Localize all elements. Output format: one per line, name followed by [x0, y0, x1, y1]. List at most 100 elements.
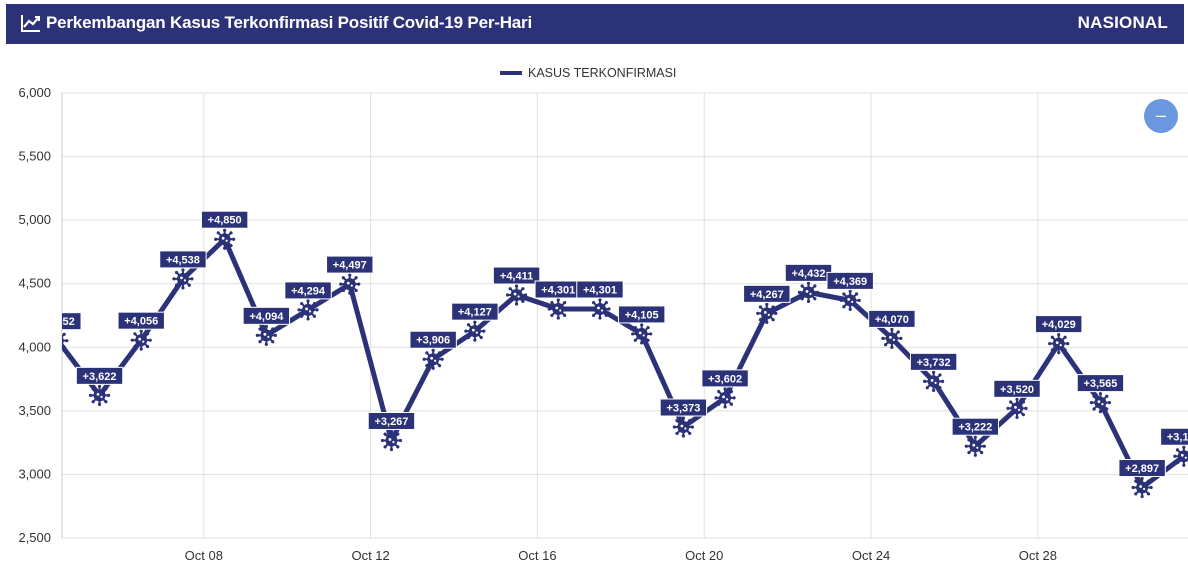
data-label-text: +3,267 — [374, 416, 408, 428]
data-label-text: +4,301 — [541, 285, 575, 297]
data-label: +4,497 — [326, 255, 374, 274]
data-label: +4,105 — [617, 305, 666, 324]
data-label: +3,622 — [75, 366, 124, 385]
data-label-text: +4,432 — [792, 268, 826, 280]
y-axis: 2,500 3,000 3,500 4,000 4,500 5,000 5,500 6,000 — [18, 85, 51, 545]
legend[interactable]: KASUS TERKONFIRMASI — [500, 66, 676, 80]
data-point[interactable] — [297, 299, 319, 321]
zoom-out-button[interactable]: – — [1144, 99, 1178, 133]
data-label-text: +4,070 — [875, 314, 909, 326]
data-label-text: +3,906 — [416, 335, 450, 347]
data-label-text: +3,373 — [666, 403, 700, 415]
x-tick-label: Oct 28 — [1019, 548, 1057, 563]
data-point[interactable] — [1089, 391, 1112, 414]
data-label-text: +2,897 — [1125, 463, 1159, 475]
data-label-text: +4,301 — [583, 285, 617, 297]
data-label: +4,052 — [41, 312, 82, 331]
data-label-text: +4,105 — [625, 309, 659, 321]
data-point[interactable] — [47, 330, 69, 351]
series-line — [62, 236, 1186, 491]
y-tick-label: 2,500 — [18, 530, 51, 545]
data-label: +4,070 — [868, 309, 916, 328]
data-point[interactable] — [1048, 332, 1070, 355]
data-label-text: +3,565 — [1083, 378, 1117, 390]
data-label: +3,565 — [1076, 374, 1125, 393]
y-tick-label: 3,500 — [18, 403, 51, 418]
data-point[interactable] — [130, 329, 152, 351]
data-point[interactable] — [214, 228, 236, 250]
data-label-text: +4,029 — [1042, 319, 1076, 331]
data-point[interactable] — [672, 416, 694, 438]
data-point[interactable] — [547, 298, 569, 320]
chart-title: Perkembangan Kasus Terkonfirmasi Positif… — [46, 13, 532, 32]
data-label: +3,143 — [1160, 427, 1188, 446]
data-point[interactable] — [964, 435, 986, 457]
data-point[interactable] — [923, 370, 945, 392]
y-tick-label: 4,000 — [18, 339, 51, 354]
data-label-text: +4,052 — [41, 316, 75, 328]
data-label: +4,267 — [743, 284, 791, 303]
line-chart-icon — [21, 15, 40, 32]
data-label: +3,222 — [951, 417, 1000, 436]
data-label-text: +3,732 — [917, 357, 951, 369]
data-label-text: +4,094 — [249, 311, 284, 323]
data-point[interactable] — [422, 348, 444, 370]
data-label: +4,094 — [242, 306, 291, 325]
data-label: +4,411 — [492, 266, 541, 285]
data-label-text: +4,369 — [833, 276, 867, 288]
y-tick-label: 5,000 — [18, 212, 51, 227]
data-label: +4,538 — [159, 250, 207, 269]
y-tick-label: 6,000 — [18, 85, 51, 100]
data-label: +3,732 — [909, 352, 958, 371]
data-label-text: +4,850 — [208, 215, 242, 227]
legend-swatch — [500, 71, 522, 75]
data-point[interactable] — [797, 281, 820, 303]
series-kasus-terkonfirmasi: +4,052 +3,622 +4,056 +4,538 +4,850 +4,094 +4,2… — [41, 210, 1188, 499]
data-point[interactable] — [714, 387, 736, 409]
data-point[interactable] — [881, 327, 903, 349]
data-point[interactable] — [1131, 476, 1153, 499]
data-label-text: +3,602 — [708, 373, 742, 385]
data-label: +4,850 — [200, 210, 249, 229]
data-label-text: +3,143 — [1167, 432, 1188, 444]
x-tick-label: Oct 12 — [351, 548, 389, 563]
data-label: +4,127 — [451, 302, 499, 321]
data-point[interactable] — [255, 324, 277, 346]
data-point[interactable] — [1006, 397, 1028, 419]
data-label-text: +4,294 — [291, 285, 326, 297]
x-tick-label: Oct 20 — [685, 548, 723, 563]
data-label: +3,520 — [993, 379, 1041, 398]
data-label: +3,373 — [659, 398, 708, 417]
data-point[interactable] — [589, 298, 611, 320]
data-label: +4,301 — [534, 280, 582, 299]
data-label-text: +4,497 — [333, 260, 367, 272]
data-label: +3,267 — [367, 411, 416, 430]
x-tick-label: Oct 24 — [852, 548, 890, 563]
data-label: +4,301 — [576, 280, 624, 299]
x-tick-label: Oct 16 — [518, 548, 556, 563]
data-label: +4,432 — [784, 263, 833, 282]
data-label: +3,906 — [409, 330, 457, 349]
data-label-text: +3,622 — [83, 371, 117, 383]
data-point[interactable] — [505, 284, 528, 306]
data-point[interactable] — [88, 384, 111, 406]
data-point[interactable] — [839, 289, 861, 311]
data-label-text: +4,538 — [166, 254, 200, 266]
scope-label: NASIONAL — [1077, 13, 1168, 32]
legend-label: KASUS TERKONFIRMASI — [528, 66, 676, 80]
data-point[interactable] — [172, 268, 194, 290]
data-label-text: +3,520 — [1000, 384, 1034, 396]
data-label-text: +3,222 — [958, 422, 992, 434]
data-point[interactable] — [339, 273, 361, 295]
data-point[interactable] — [631, 323, 653, 345]
y-tick-label: 4,500 — [18, 276, 51, 291]
data-label-text: +4,267 — [750, 289, 784, 301]
data-label-text: +4,127 — [458, 307, 492, 319]
data-point[interactable] — [756, 302, 778, 324]
chart-header: Perkembangan Kasus Terkonfirmasi Positif… — [6, 4, 1184, 44]
data-point[interactable] — [464, 320, 486, 342]
data-point[interactable] — [1173, 445, 1188, 467]
line-chart: 2,500 3,000 3,500 4,000 4,500 5,000 5,500 6,000… — [18, 66, 1188, 563]
data-point[interactable] — [380, 429, 403, 452]
